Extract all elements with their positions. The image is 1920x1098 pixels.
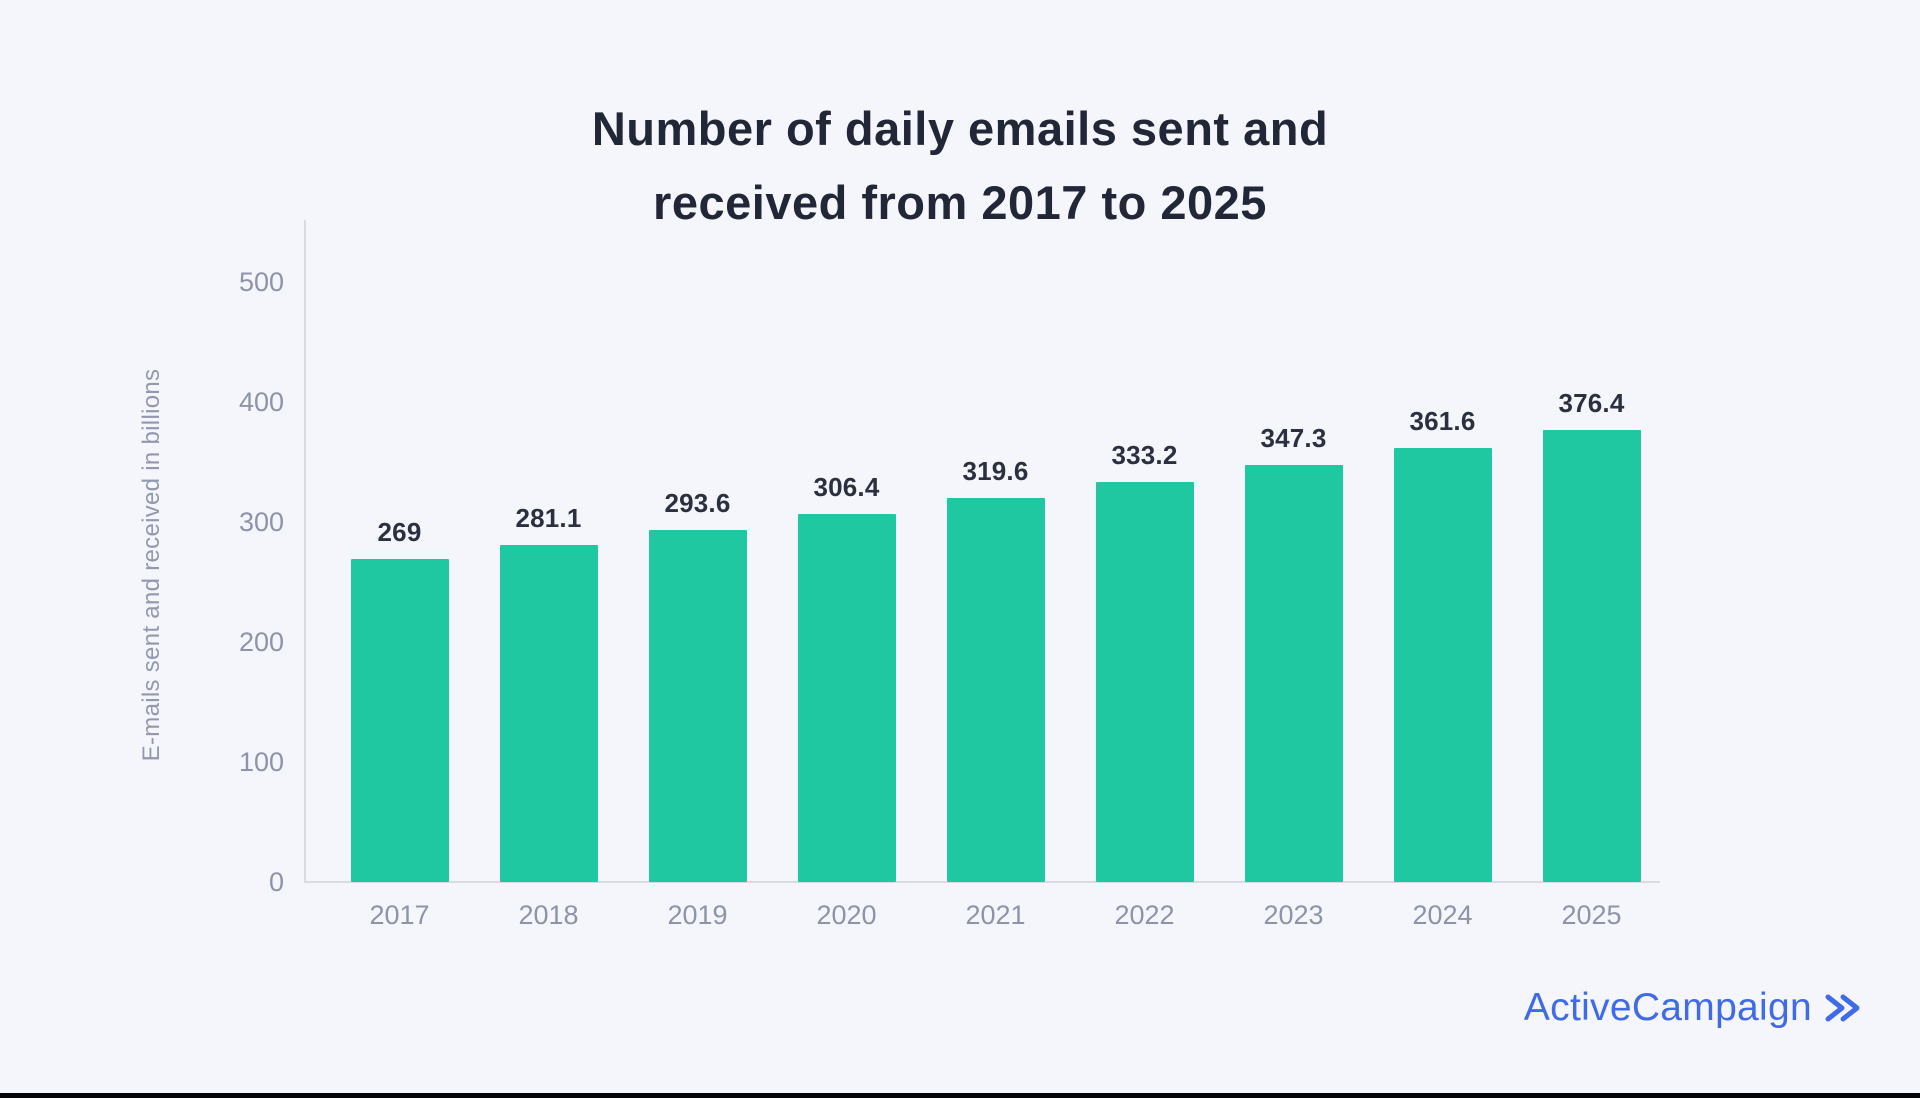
bar-slot-2020: 306.4 — [772, 282, 921, 882]
x-tick-label-2020: 2020 — [816, 900, 877, 930]
bar-value-label: 293.6 — [664, 487, 731, 518]
bar-value-label: 347.3 — [1260, 423, 1327, 454]
bar-2017 — [350, 559, 449, 882]
bar-2025 — [1542, 430, 1641, 882]
bar-2018 — [499, 544, 598, 882]
x-axis-ticks: 2017 2018 2019 2020 2021 2022 2023 2024 2025 — [325, 900, 1666, 931]
bar-slot-2023: 347.3 — [1219, 282, 1368, 882]
y-tick-label-0: 0 — [268, 867, 284, 897]
x-tick-label-2023: 2023 — [1263, 900, 1324, 930]
bar-value-label: 306.4 — [813, 472, 880, 503]
y-tick-label-400: 400 — [238, 387, 284, 417]
x-tick-label-2018: 2018 — [518, 900, 579, 930]
double-chevron-right-icon — [1825, 994, 1860, 1022]
y-tick-label-200: 200 — [238, 627, 284, 657]
bar-2019 — [648, 529, 747, 882]
x-tick-label-2019: 2019 — [667, 900, 728, 930]
y-axis-line — [304, 220, 306, 883]
x-tick-label-2022: 2022 — [1114, 900, 1175, 930]
x-tick-label-2017: 2017 — [369, 900, 430, 930]
bar-value-label: 376.4 — [1558, 388, 1625, 419]
chart-title: Number of daily emails sent and received… — [0, 92, 1920, 240]
chart-title-line-2: received from 2017 to 2025 — [653, 176, 1267, 229]
bottom-black-strip — [0, 1093, 1920, 1098]
y-tick-label-300: 300 — [238, 507, 284, 537]
y-tick-label-500: 500 — [238, 267, 284, 297]
bar-2022 — [1095, 482, 1194, 882]
x-tick-label-2025: 2025 — [1561, 900, 1622, 930]
bar-value-label: 281.1 — [515, 502, 582, 533]
chart-title-line-1: Number of daily emails sent and — [591, 102, 1329, 155]
bar-slot-2017: 269 — [325, 282, 474, 882]
bar-value-label: 269 — [377, 517, 422, 548]
bar-2021 — [946, 498, 1045, 882]
activecampaign-logo: ActiveCampaign — [1524, 986, 1862, 1030]
bar-slot-2019: 293.6 — [623, 282, 772, 882]
y-axis-ticks: 0 100 200 300 400 500 — [150, 267, 284, 897]
x-axis-line — [304, 881, 1660, 883]
bars-area: 269 281.1 293.6 306.4 319.6 333.2 347.3 361.6 37… — [325, 282, 1666, 882]
bar-value-label: 361.6 — [1409, 406, 1476, 437]
bar-2023 — [1244, 465, 1343, 882]
y-tick-label-100: 100 — [238, 747, 284, 777]
bar-slot-2024: 361.6 — [1368, 282, 1517, 882]
bar-slot-2018: 281.1 — [474, 282, 623, 882]
bar-2020 — [797, 514, 896, 882]
bar-slot-2025: 376.4 — [1517, 282, 1666, 882]
x-tick-label-2021: 2021 — [965, 900, 1026, 930]
x-tick-label-2024: 2024 — [1412, 900, 1473, 930]
bar-2024 — [1393, 448, 1492, 882]
bar-slot-2022: 333.2 — [1070, 282, 1219, 882]
activecampaign-logo-text: ActiveCampaign — [1523, 986, 1812, 1029]
bar-slot-2021: 319.6 — [921, 282, 1070, 882]
bar-value-label: 333.2 — [1111, 440, 1178, 471]
bar-value-label: 319.6 — [962, 456, 1029, 487]
